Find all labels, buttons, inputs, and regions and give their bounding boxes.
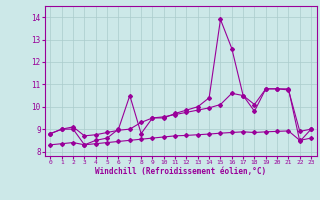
X-axis label: Windchill (Refroidissement éolien,°C): Windchill (Refroidissement éolien,°C) (95, 167, 266, 176)
